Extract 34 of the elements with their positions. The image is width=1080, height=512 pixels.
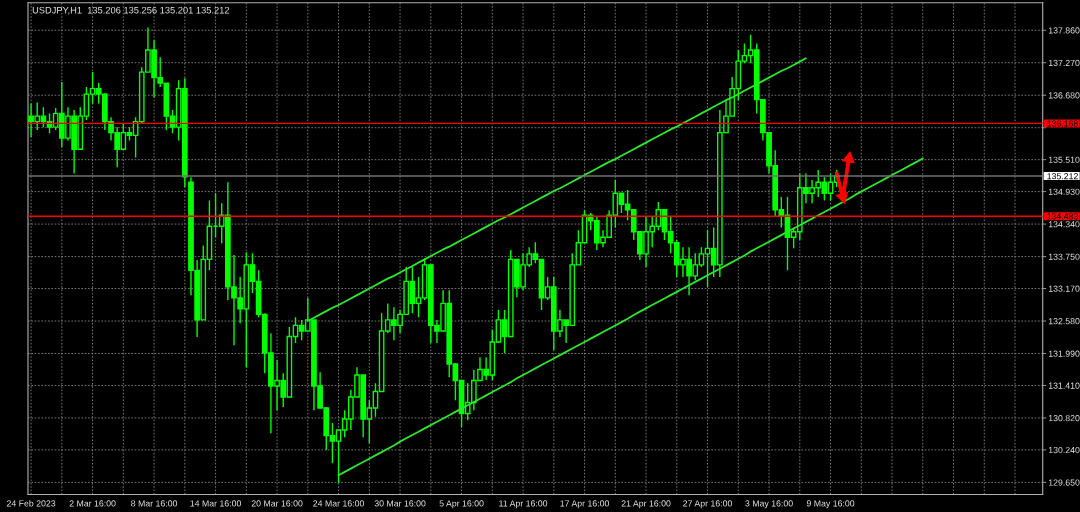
ref-line-label: 136.168 bbox=[1047, 120, 1078, 127]
x-tick-label: 3 May 16:00 bbox=[745, 500, 793, 509]
y-tick-label: 133.750 bbox=[1048, 253, 1080, 260]
x-tick-label: 27 Apr 16:00 bbox=[683, 500, 733, 509]
x-tick-label: 9 May 16:00 bbox=[806, 500, 855, 509]
y-tick-label: 129.650 bbox=[1048, 479, 1080, 486]
y-tick-label: 134.340 bbox=[1048, 221, 1080, 228]
x-tick-label: 5 Apr 16:00 bbox=[439, 500, 484, 509]
y-tick-label: 131.990 bbox=[1048, 350, 1080, 357]
x-tick-label: 30 Mar 16:00 bbox=[374, 500, 426, 507]
x-tick-label: 14 Mar 16:00 bbox=[190, 500, 242, 507]
x-tick-label: 11 Apr 16:00 bbox=[499, 500, 548, 509]
y-tick-label: 132.580 bbox=[1048, 318, 1080, 325]
x-tick-label: 17 Apr 16:00 bbox=[560, 500, 610, 509]
y-tick-label: 137.270 bbox=[1048, 59, 1080, 66]
line-series bbox=[337, 157, 924, 477]
line-series bbox=[306, 57, 807, 322]
x-tick-label: 2 Mar 16:00 bbox=[69, 500, 116, 507]
y-tick-label: 136.680 bbox=[1048, 92, 1080, 99]
x-tick-label: 24 Feb 2023 bbox=[6, 500, 56, 507]
chart-title: USDJPY,H1 135.206 135.256 135.201 135.212 bbox=[32, 6, 230, 15]
x-tick-label: 21 Apr 16:00 bbox=[621, 500, 671, 509]
y-tick-label: 131.410 bbox=[1048, 382, 1080, 389]
x-tick-label: 20 Mar 16:00 bbox=[251, 500, 303, 507]
x-tick-label: 8 Mar 16:00 bbox=[131, 500, 178, 507]
ref-line-label: 134.483 bbox=[1047, 213, 1078, 220]
y-tick-label: 135.510 bbox=[1048, 156, 1080, 163]
y-tick-label: 134.930 bbox=[1048, 188, 1080, 195]
y-tick-label: 133.170 bbox=[1048, 285, 1080, 292]
x-tick-label: 24 Mar 16:00 bbox=[313, 500, 364, 507]
ref-line-label: 135.212 bbox=[1047, 173, 1078, 180]
y-tick-label: 130.240 bbox=[1048, 446, 1080, 454]
y-tick-label: 130.820 bbox=[1048, 415, 1080, 422]
y-tick-label: 137.860 bbox=[1048, 27, 1080, 34]
